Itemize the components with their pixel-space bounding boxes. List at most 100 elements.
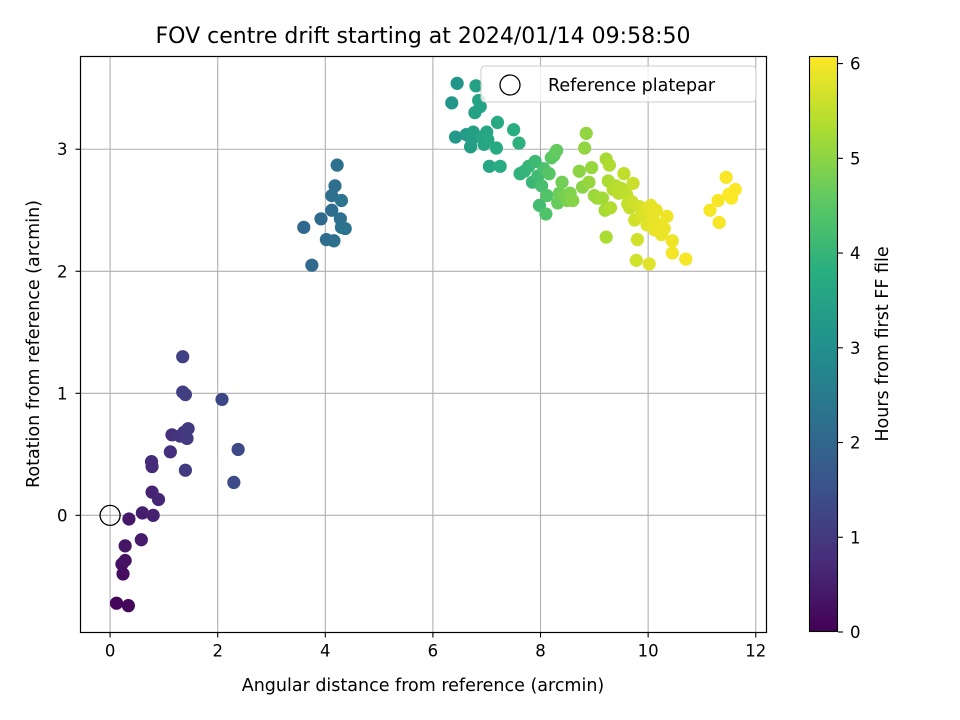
data-point (599, 230, 613, 244)
data-point (493, 159, 507, 173)
data-point (490, 115, 505, 129)
data-point (473, 99, 487, 114)
plot-frame (79, 55, 768, 634)
data-point (507, 123, 521, 137)
data-point (712, 215, 726, 230)
data-point (134, 533, 148, 547)
data-point (528, 154, 542, 169)
colorbar-frame (808, 55, 839, 633)
data-point (116, 567, 130, 581)
x-tick-label: 4 (320, 642, 331, 661)
y-axis-label: Rotation from reference (arcmin) (24, 200, 44, 488)
data-point (539, 207, 553, 221)
x-tick-label: 8 (535, 642, 546, 661)
data-point (146, 508, 160, 522)
data-point (178, 463, 193, 477)
data-point (660, 209, 674, 223)
data-point (649, 203, 663, 217)
data-point (540, 189, 554, 203)
data-point (572, 164, 586, 178)
x-axis-ticks: 0 2 4 6 8 10 12 (105, 632, 766, 661)
data-point (630, 232, 644, 247)
data-point (327, 234, 341, 248)
data-point (534, 179, 549, 193)
data-point (121, 599, 135, 613)
data-point (679, 252, 693, 266)
grid-lines (80, 56, 767, 633)
data-point (642, 257, 656, 271)
data-point (176, 350, 190, 364)
x-tick-label: 0 (105, 642, 116, 661)
data-point (603, 201, 618, 215)
data-point (330, 158, 344, 172)
data-point (178, 387, 193, 402)
data-point (626, 176, 640, 191)
data-point (629, 253, 643, 267)
data-point (602, 158, 616, 172)
y-tick-label: 1 (57, 384, 68, 403)
colorbar-gradient (809, 56, 838, 632)
x-tick-label: 2 (212, 642, 223, 661)
data-point (450, 76, 464, 90)
colorbar-label: Hours from first FF file (873, 246, 893, 441)
chart-title: FOV centre drift starting at 2024/01/14 … (156, 24, 691, 49)
scatter-points (109, 76, 742, 613)
data-point (338, 221, 352, 236)
data-point (297, 220, 311, 234)
data-point (550, 143, 564, 158)
y-axis-ticks: 0 1 2 3 (57, 140, 81, 525)
data-point (728, 182, 742, 197)
colorbar-tick-label: 4 (850, 244, 861, 263)
colorbar-tick-label: 0 (850, 623, 861, 642)
data-point (181, 422, 195, 436)
data-point (231, 442, 245, 457)
data-point (566, 193, 580, 208)
data-point (314, 212, 328, 226)
data-point (135, 506, 149, 520)
data-point (657, 221, 671, 236)
data-point (215, 392, 229, 407)
legend-hollow-circle-icon (499, 74, 521, 96)
data-point (542, 167, 556, 181)
colorbar-tick-label: 3 (850, 339, 861, 358)
legend-box (480, 65, 757, 103)
y-tick-label: 0 (57, 506, 68, 525)
legend-entry-reference: Reference platepar (548, 76, 716, 96)
data-point (227, 475, 241, 489)
data-point (555, 175, 569, 189)
data-point (711, 193, 725, 208)
data-point (445, 96, 459, 110)
data-point (703, 203, 717, 217)
data-point (328, 179, 342, 193)
x-tick-label: 10 (638, 642, 659, 661)
data-point (122, 512, 136, 526)
data-point (595, 191, 609, 205)
reference-marker (99, 504, 121, 526)
data-point (163, 445, 177, 459)
data-point (481, 132, 495, 147)
x-axis-label: Angular distance from reference (arcmin) (242, 676, 605, 696)
data-point (109, 596, 124, 610)
data-point (585, 160, 599, 175)
data-point (719, 170, 733, 184)
data-point (334, 193, 349, 208)
colorbar-tick-label: 6 (850, 55, 861, 74)
data-point (665, 246, 679, 260)
data-point (448, 130, 463, 144)
x-tick-label: 6 (428, 642, 439, 661)
colorbar-tick-label: 1 (850, 528, 861, 547)
data-point (665, 234, 679, 248)
colorbar: 0 1 2 3 4 5 6 Hours from first FF file (808, 55, 893, 642)
colorbar-tick-label: 5 (850, 149, 861, 168)
data-point (469, 79, 483, 93)
data-point (118, 539, 132, 553)
data-point (582, 175, 596, 189)
data-point (325, 203, 339, 217)
data-point (151, 492, 166, 507)
y-tick-label: 3 (57, 140, 68, 159)
colorbar-tick-label: 2 (850, 434, 861, 453)
data-point (144, 455, 159, 469)
data-point (512, 136, 526, 150)
y-tick-label: 2 (57, 262, 68, 281)
